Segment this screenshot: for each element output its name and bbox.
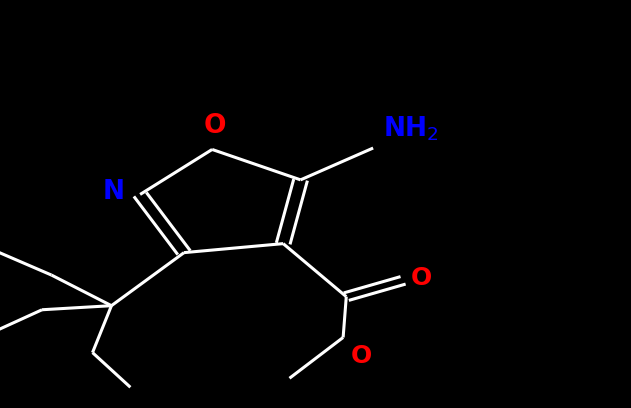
Text: O: O xyxy=(351,344,372,368)
Text: N: N xyxy=(102,180,124,205)
Text: O: O xyxy=(411,266,432,290)
Text: O: O xyxy=(204,113,227,139)
Text: NH$_2$: NH$_2$ xyxy=(382,115,439,143)
